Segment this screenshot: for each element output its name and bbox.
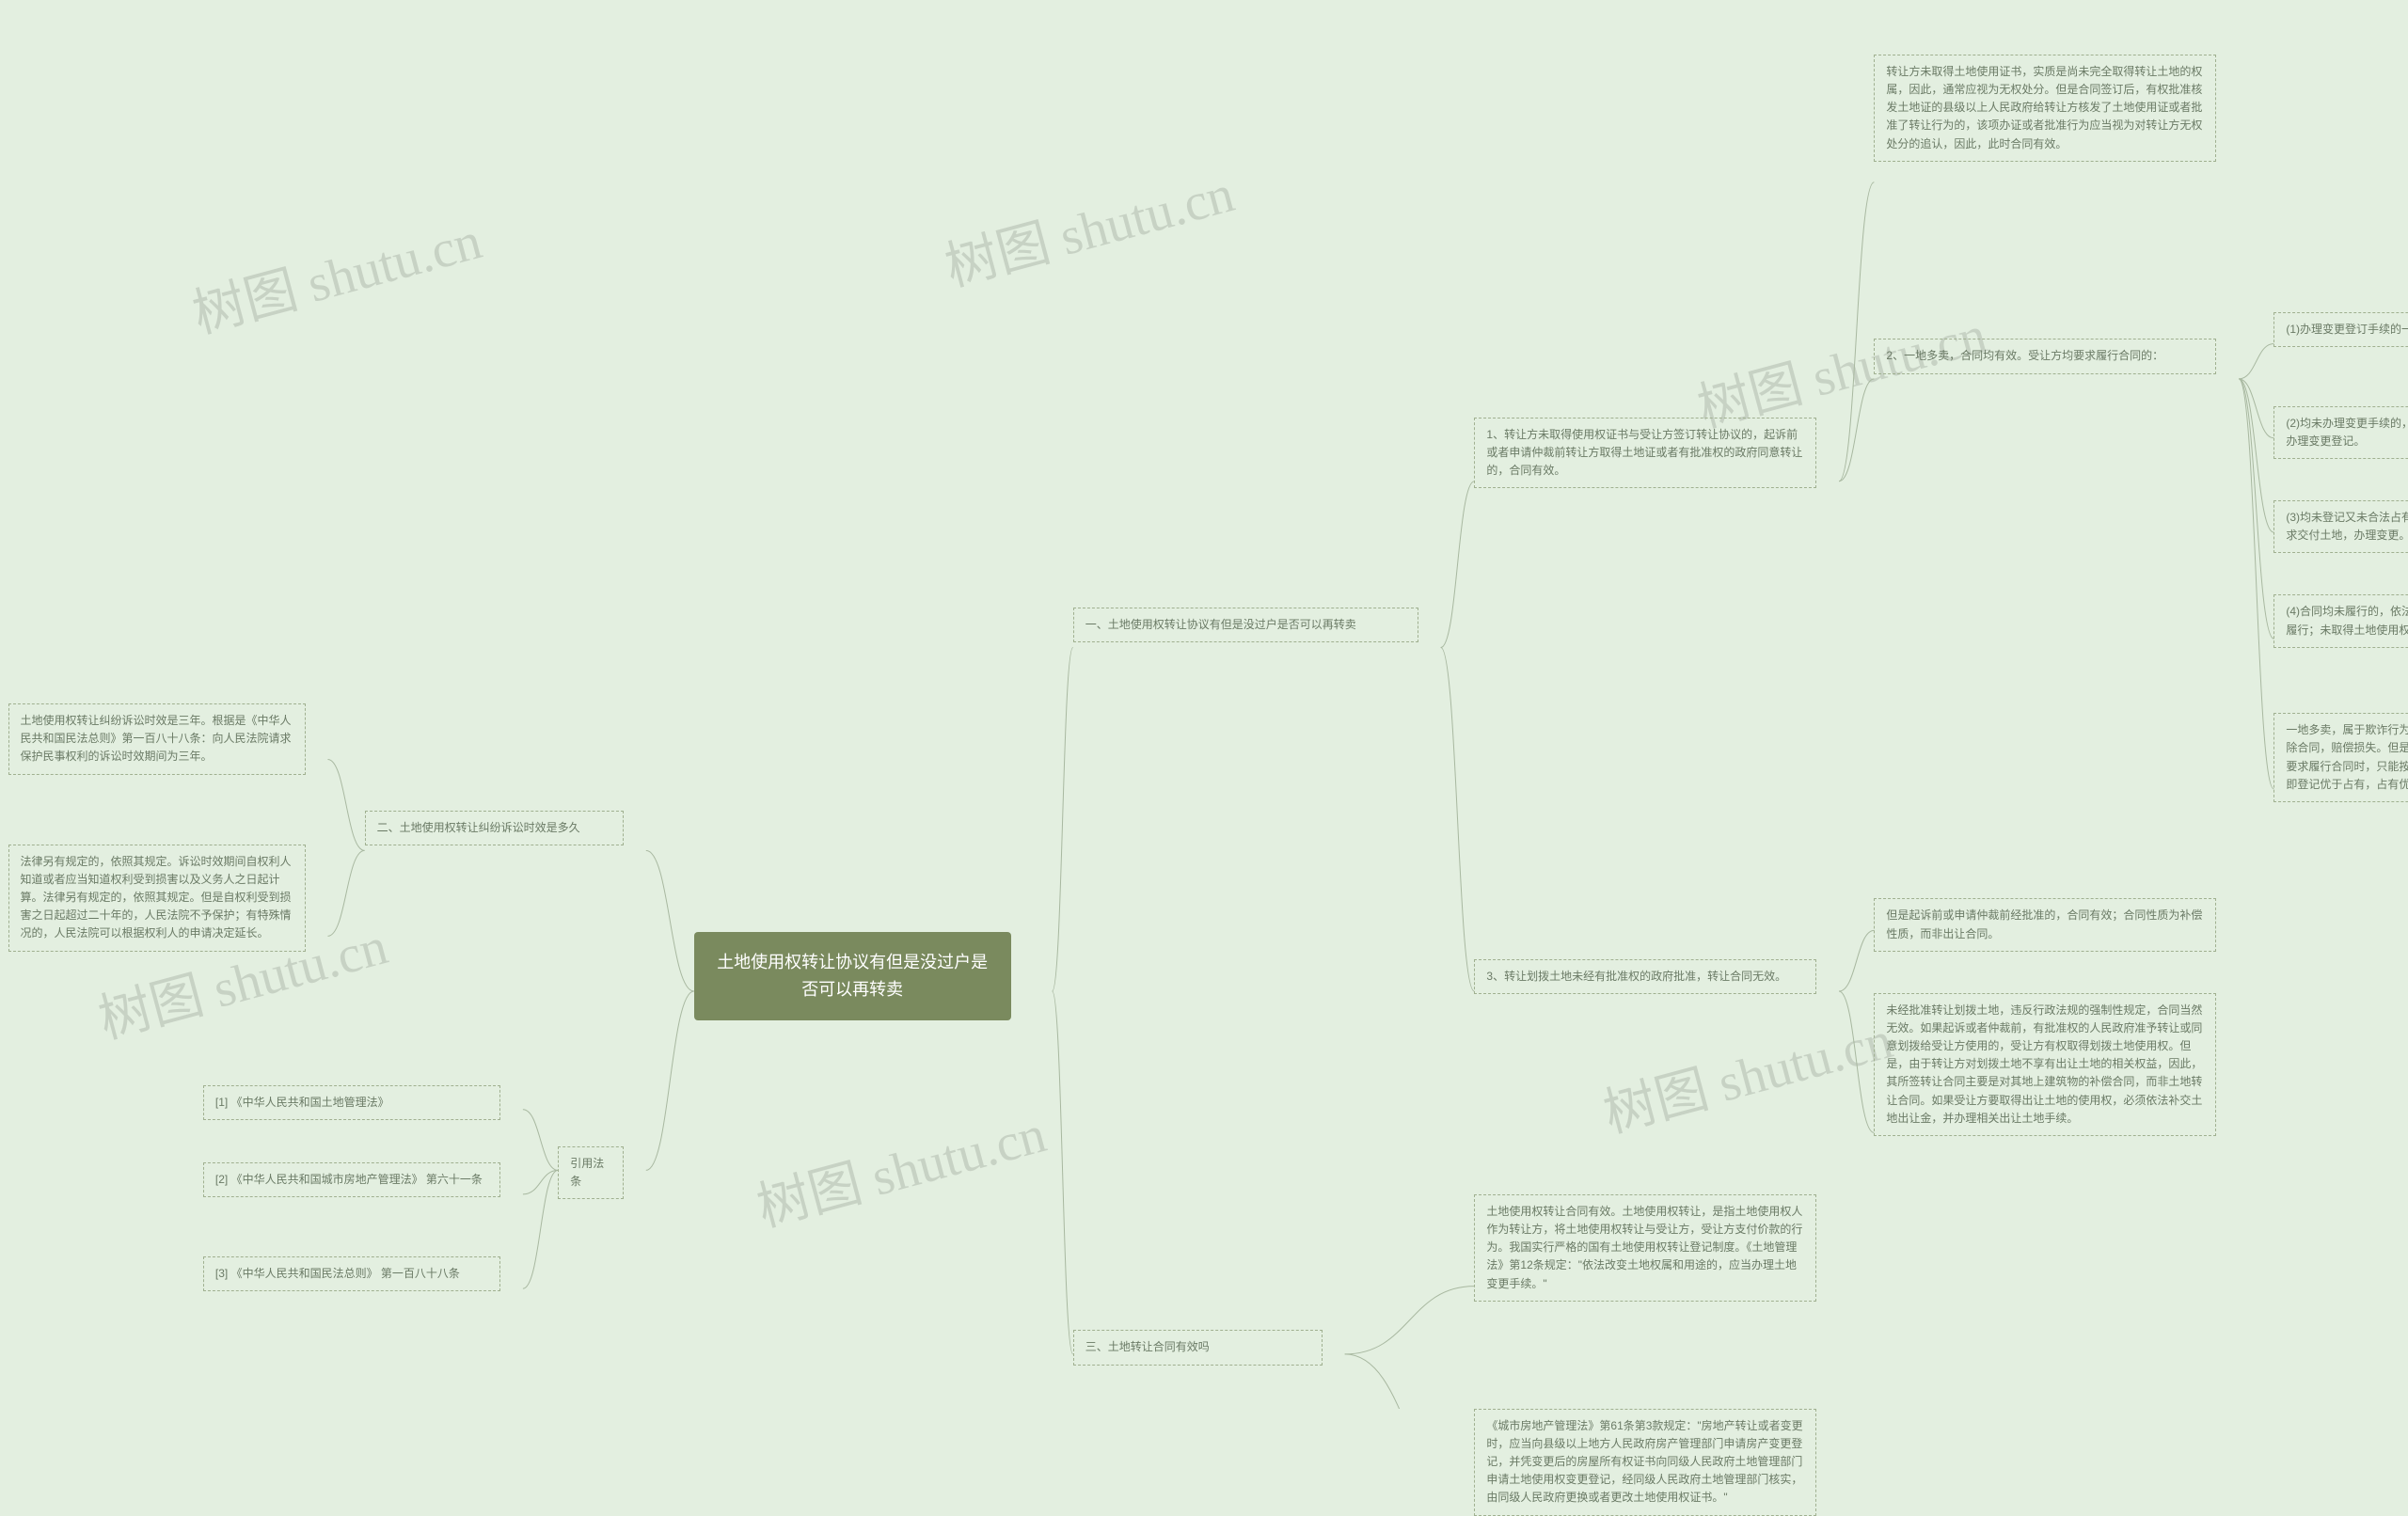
watermark: 树图 shutu.cn — [936, 151, 1241, 302]
node-3-a: 土地使用权转让合同有效。土地使用权转让，是指土地使用权人作为转让方，将土地使用权… — [1474, 1194, 1816, 1302]
branch-1: 一、土地使用权转让协议有但是没过户是否可以再转卖 — [1073, 608, 1418, 642]
node-1-2-a: (1)办理变更登订手续的一方可以要求交付土地。 — [2273, 312, 2408, 347]
node-1-2-c: (3)均未登记又未合法占有开发的，先行交付转让款一方有权要求交付土地，办理变更。 — [2273, 500, 2408, 553]
node-1-1-a: 转让方未取得土地使用证书，实质是尚未完全取得转让土地的权属，因此，通常应视为无权… — [1874, 55, 2216, 162]
watermark: 树图 shutu.cn — [183, 198, 488, 349]
center-node: 土地使用权转让协议有但是没过户是否可以再转卖 — [694, 932, 1011, 1020]
node-1-2: 2、一地多卖，合同均有效。受让方均要求履行合同的： — [1874, 339, 2216, 373]
node-1-3: 3、转让划拨土地未经有批准权的政府批准，转让合同无效。 — [1474, 959, 1816, 994]
watermark: 树图 shutu.cn — [748, 1092, 1053, 1242]
watermark: 树图 shutu.cn — [1594, 998, 1899, 1148]
branch-3: 三、土地转让合同有效吗 — [1073, 1330, 1323, 1365]
node-4-b: [2] 《中华人民共和国城市房地产管理法》 第六十一条 — [203, 1162, 500, 1197]
node-1-2-e: 一地多卖，属于欺诈行为，不是无效合同，受让方有权利要求解除合同，赔偿损失。但是，… — [2273, 713, 2408, 802]
node-4-c: [3] 《中华人民共和国民法总则》 第一百八十八条 — [203, 1256, 500, 1291]
node-1-3-a: 但是起诉前或申请仲裁前经批准的，合同有效；合同性质为补偿性质，而非出让合同。 — [1874, 898, 2216, 951]
node-3-b: 《城市房地产管理法》第61条第3款规定："房地产转让或者变更时，应当向县级以上地… — [1474, 1409, 1816, 1516]
node-1-2-b: (2)均未办理变更手续的，先行合法占有投资开发的，有权要求办理变更登记。 — [2273, 406, 2408, 459]
node-4-a: [1] 《中华人民共和国土地管理法》 — [203, 1085, 500, 1120]
node-1-3-b: 未经批准转让划拨土地，违反行政法规的强制性规定，合同当然无效。如果起诉或者仲裁前… — [1874, 993, 2216, 1136]
branch-2: 二、土地使用权转让纠纷诉讼时效是多久 — [365, 811, 624, 845]
branch-4: 引用法条 — [558, 1146, 624, 1199]
mindmap-canvas: 树图 shutu.cn 树图 shutu.cn 树图 shutu.cn 树图 s… — [0, 0, 2408, 1409]
connector-lines — [0, 0, 2408, 1409]
node-1-1: 1、转让方未取得使用权证书与受让方签订转让协议的，起诉前或者申请仲裁前转让方取得… — [1474, 418, 1816, 489]
node-2-a: 土地使用权转让纠纷诉讼时效是三年。根据是《中华人民共和国民法总则》第一百八十八条… — [8, 703, 306, 775]
node-2-b: 法律另有规定的，依照其规定。诉讼时效期间自权利人知道或者应当知道权利受到损害以及… — [8, 845, 306, 952]
node-1-2-d: (4)合同均未履行的，依法成立在先的合同一方，有权要求继续履行；未取得土地使用权… — [2273, 594, 2408, 647]
